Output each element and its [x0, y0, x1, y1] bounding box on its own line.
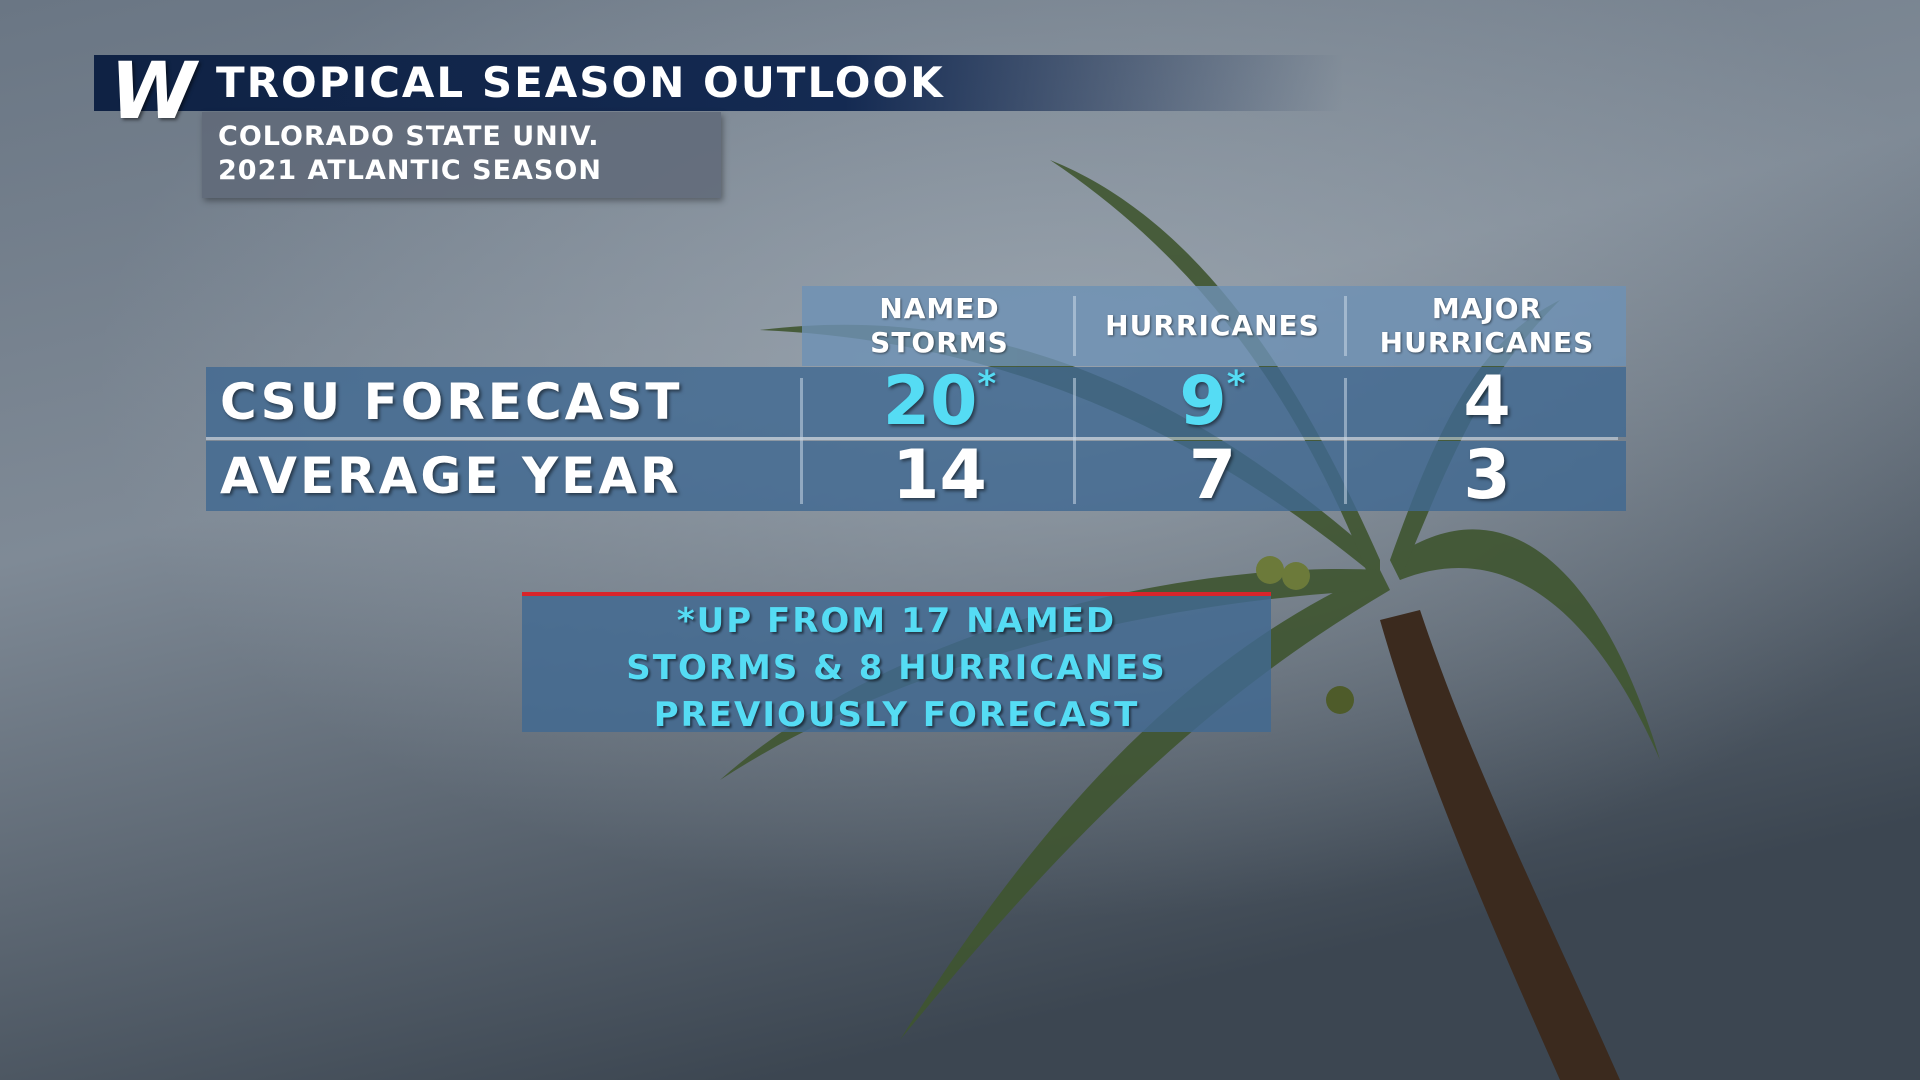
note-line: STORMS & 8 HURRICANES — [626, 648, 1167, 688]
cell-value: 14 — [892, 436, 987, 515]
note-line: *UP FROM 17 NAMED — [676, 601, 1117, 641]
note-box: *UP FROM 17 NAMED STORMS & 8 HURRICANES … — [522, 592, 1271, 735]
cell-mark: * — [1226, 364, 1246, 405]
column-header-text: NAMED STORMS — [870, 292, 1009, 360]
table-row — [206, 441, 1626, 511]
table-cell: 4 — [1348, 367, 1626, 437]
cell-value: 3 — [1463, 436, 1511, 515]
table-cell: 3 — [1348, 441, 1626, 511]
column-divider — [1073, 378, 1076, 504]
header-divider — [1344, 296, 1347, 356]
subtitle-line: 2021 ATLANTIC SEASON — [218, 155, 602, 186]
cell-value: 9 — [1179, 362, 1227, 441]
subtitle-box: COLORADO STATE UNIV. 2021 ATLANTIC SEASO… — [202, 112, 721, 198]
logo: W — [109, 47, 196, 137]
column-header: HURRICANES — [1077, 286, 1348, 366]
table-cell: 7 — [1077, 441, 1348, 511]
column-divider — [800, 378, 803, 504]
title-bar — [94, 55, 1344, 111]
cell-value: 7 — [1188, 436, 1237, 515]
cell-mark: * — [977, 364, 997, 405]
column-header-line: HURRICANES — [1379, 326, 1595, 359]
column-header-text: MAJOR HURRICANES — [1380, 292, 1595, 360]
note-line: PREVIOUSLY FORECAST — [653, 695, 1140, 735]
column-header: MAJOR HURRICANES — [1348, 286, 1626, 366]
column-header-text: HURRICANES — [1105, 309, 1320, 343]
cell-value: 20 — [882, 362, 978, 441]
column-divider — [1344, 378, 1347, 504]
column-header: NAMED STORMS — [802, 286, 1077, 366]
column-header-line: MAJOR — [1431, 292, 1543, 325]
table-cell: 14 — [802, 441, 1077, 511]
column-header-line: HURRICANES — [1105, 309, 1320, 342]
header-divider — [1073, 296, 1076, 356]
column-header-line: STORMS — [870, 326, 1009, 359]
row-label: AVERAGE YEAR — [220, 447, 682, 505]
row-label: CSU FORECAST — [220, 373, 683, 431]
table-row — [206, 367, 1626, 437]
row-separator — [206, 437, 1618, 440]
table-cell: 20* — [802, 367, 1077, 437]
cell-value: 4 — [1463, 362, 1511, 441]
column-header-line: NAMED — [879, 292, 1000, 325]
table-cell: 9* — [1077, 367, 1348, 437]
subtitle-line: COLORADO STATE UNIV. — [218, 121, 600, 152]
title: TROPICAL SEASON OUTLOOK — [216, 58, 945, 107]
